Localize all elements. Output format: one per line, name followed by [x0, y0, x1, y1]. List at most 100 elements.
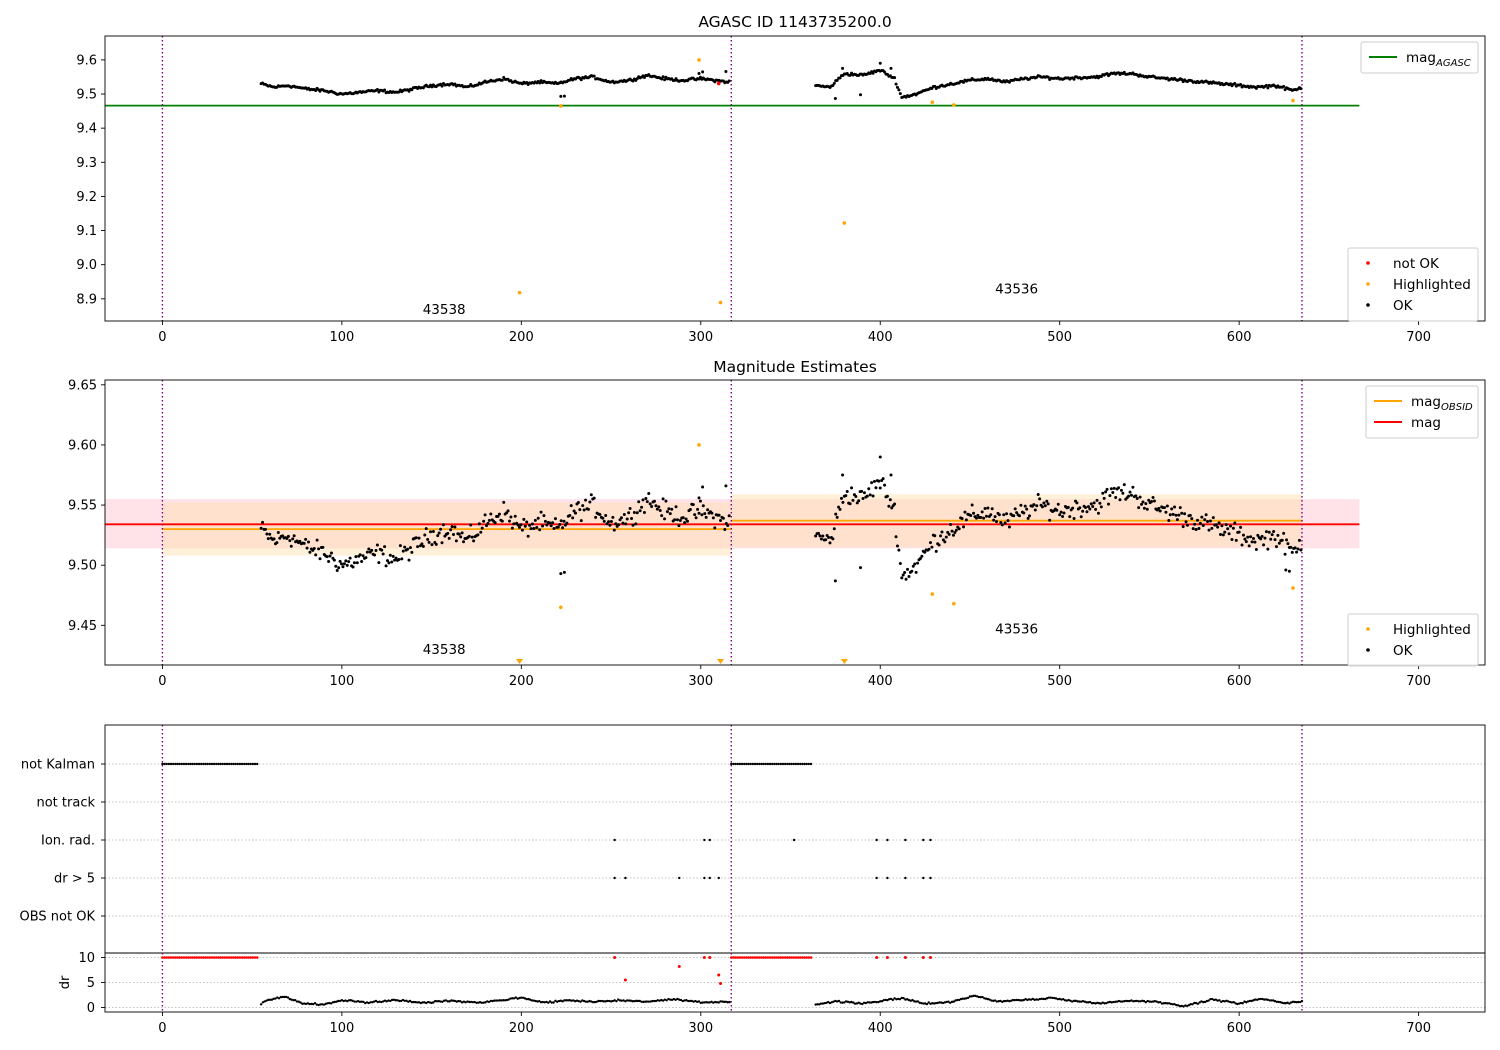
panel2-ok-point [1043, 504, 1047, 508]
panel2-title: Magnitude Estimates [713, 358, 877, 376]
dr-ok-point [1090, 1002, 1094, 1005]
dr-not-ok-point [249, 956, 253, 959]
dr-ok-point [852, 1001, 855, 1004]
y-tick-label: 8.9 [76, 292, 97, 307]
dr-ok-point [1275, 1000, 1279, 1003]
panel2-ok-point [1048, 518, 1052, 522]
panel2-ok-point [608, 523, 612, 527]
dr-ok-point [295, 1000, 299, 1003]
panel2-ok-point [828, 541, 832, 545]
dr-ok-point [584, 1000, 588, 1003]
panel2-ok-point [403, 545, 407, 549]
panel2-ok-point [1180, 511, 1184, 515]
panel1-ok-point [1072, 77, 1076, 81]
dr-ok-point [958, 998, 961, 1002]
x-tick-label: 300 [688, 1021, 713, 1036]
dr-not-ok-point [736, 956, 740, 959]
panel2-ok-point [1267, 530, 1271, 534]
dr-ok-point [514, 996, 518, 999]
dr-ok-point [1049, 996, 1052, 999]
observation-id-label: 43538 [423, 302, 466, 318]
dr-ok-point [866, 1001, 869, 1004]
dr-ok-point [1038, 997, 1042, 1001]
dr-ok-point [855, 1002, 859, 1005]
panel2-ok-point [1297, 538, 1301, 542]
panel1-ok-point [838, 76, 842, 80]
panel2-ok-point [934, 549, 938, 553]
flag-point [799, 762, 802, 766]
legend-label: not OK [1393, 256, 1440, 272]
panel2-ok-point [910, 569, 914, 573]
panel2-ok-point [710, 511, 714, 515]
legend-dot-swatch [1366, 303, 1370, 307]
dr-ok-point [938, 1001, 941, 1004]
panel2-ok-point [1101, 491, 1105, 495]
dr-ok-point [661, 999, 665, 1002]
panel2-ok-point [895, 544, 899, 548]
flag-point [781, 762, 785, 766]
dr-ok-point [721, 1000, 724, 1003]
dr-ok-point [861, 1002, 864, 1006]
dr-ok-point [362, 1000, 365, 1004]
panel2-ok-point [1026, 516, 1030, 520]
flag-point [232, 762, 235, 766]
panel2-ok-point [1196, 518, 1200, 522]
highlighted-point [930, 592, 935, 596]
flag-point [178, 762, 181, 766]
flag-point [805, 762, 808, 766]
dr-ok-point [573, 1000, 577, 1003]
panel2-ok-point [276, 531, 280, 535]
dr-ok-point [477, 1001, 480, 1004]
panel1-ok-point [841, 66, 845, 70]
dr-ok-point [396, 999, 399, 1002]
dr-not-ok-point [702, 956, 706, 959]
dr-not-ok-point [210, 956, 214, 959]
dr-not-ok-point [809, 956, 813, 959]
dr-not-ok-point [613, 956, 617, 959]
legend-box [1347, 613, 1479, 667]
dr-ok-point [530, 999, 534, 1002]
x-tick-label: 700 [1406, 330, 1431, 345]
dr-not-ok-point [807, 956, 811, 959]
not-ok-point [716, 81, 721, 86]
panel2-ok-point [900, 576, 904, 580]
panel1-ok-point [878, 61, 882, 65]
panel1-ok-point [660, 77, 664, 81]
panel2-ok-point [510, 526, 514, 530]
highlighted-point [930, 100, 935, 105]
panel2-ok-point [1140, 502, 1144, 506]
dr-ok-point [315, 1003, 318, 1006]
dr-ok-point [713, 1000, 717, 1004]
dr-ok-point [552, 1001, 555, 1004]
panel1-ok-point [897, 88, 901, 92]
panel2-ok-point [1104, 490, 1108, 494]
panel2-ok-point [871, 494, 875, 498]
dr-ok-point [487, 1000, 491, 1004]
panel2-ok-point [1164, 510, 1168, 514]
dr-ok-point [597, 999, 600, 1003]
panel2-ok-point [401, 549, 405, 553]
dr-ok-point [1137, 1000, 1140, 1003]
dr-ok-point [1257, 997, 1261, 1001]
dr-ok-point [1245, 1001, 1248, 1004]
dr-ok-point [360, 1000, 363, 1003]
panel2-ok-point [451, 533, 455, 537]
dr-not-ok-point [751, 956, 755, 959]
dr-not-ok-point [775, 956, 778, 959]
panel2-ok-point [513, 514, 517, 518]
dr-ok-point [1218, 999, 1221, 1002]
panel2-ok-point [706, 508, 710, 512]
dr-ok-point [1295, 1000, 1298, 1004]
panel2-ok-point [528, 523, 532, 527]
flag-point [801, 762, 804, 766]
dr-ok-point [609, 1000, 613, 1003]
dr-ok-point [450, 999, 453, 1002]
panel2-ok-point [496, 514, 500, 518]
dr-not-ok-point [747, 956, 750, 959]
x-tick-label: 200 [509, 674, 534, 689]
panel2-ok-point [285, 536, 289, 540]
flag-point [204, 762, 207, 766]
panel2-ok-point [312, 547, 316, 551]
dr-not-ok-point [227, 956, 231, 959]
panel2-ok-point [543, 519, 547, 523]
